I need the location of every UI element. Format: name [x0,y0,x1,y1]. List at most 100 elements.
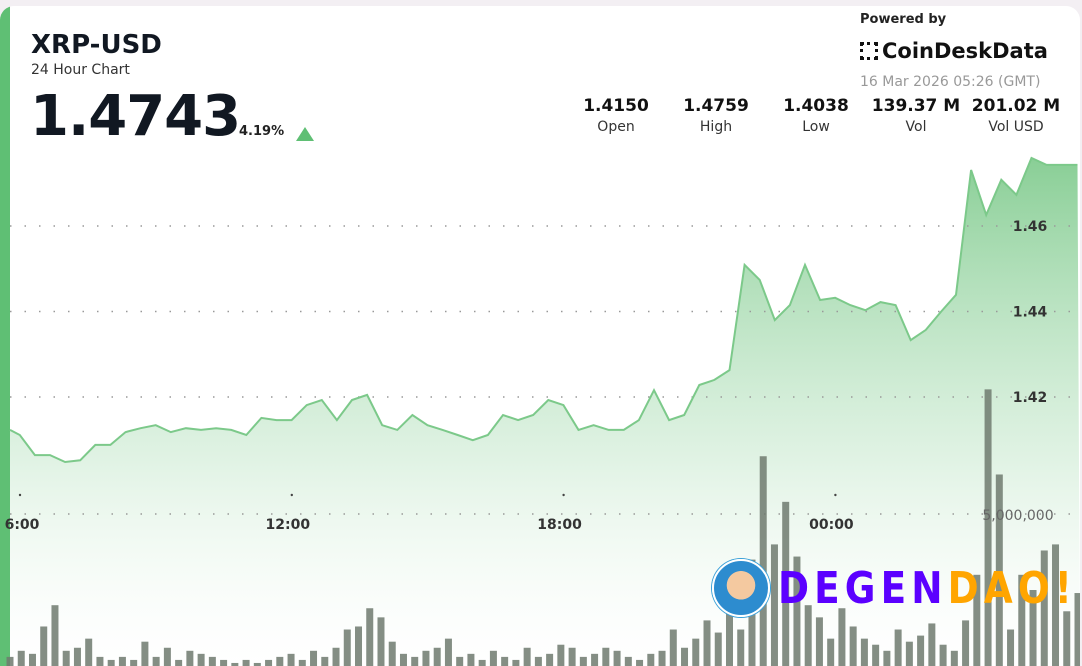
volume-bar [939,644,947,666]
x-tick-label: 18:00 [537,517,582,533]
volume-bar [928,623,936,666]
volume-bar [591,653,599,666]
volume-bar [456,656,464,666]
volume-bar [489,650,497,666]
volume-bar [152,656,160,666]
accent-stripe [0,6,10,666]
stat-value: 139.37 M [871,96,961,116]
volume-bar [1007,629,1015,666]
stat-label: High [699,119,733,135]
x-tick-mark [562,493,565,497]
volume-bar [478,659,486,666]
volume-bar [838,608,846,666]
volume-bar [265,659,273,666]
stat-label: Vol [905,119,927,135]
stat-value: 1.4759 [683,96,749,116]
volume-bar [186,650,194,666]
volume-bar [725,611,733,666]
volume-bar [377,617,385,666]
volume-bar [804,605,812,666]
volume-bar [388,641,396,666]
volume-bar [872,644,880,666]
volume-bar [962,620,970,666]
y-tick-label: 1.46 [1013,219,1048,235]
volume-bar [602,647,610,666]
volume-bar [624,656,632,666]
x-tick-mark [290,493,293,497]
volume-bar [231,662,239,666]
up-arrow-icon [296,127,314,141]
volume-bar [669,629,677,666]
y-tick-label: 1.42 [1013,390,1048,406]
volume-bar [163,647,171,666]
stat-value: 1.4150 [583,96,649,116]
price-line [9,156,1078,464]
stat-high: 1.4759 High [666,96,766,135]
powered-by: Powered by [860,12,947,27]
volume-bar [253,662,261,666]
volume-bar [523,647,531,666]
volume-bar [512,659,520,666]
volume-bar [759,456,767,666]
volume-bar [310,650,318,666]
volume-bar [737,629,745,666]
volume-bar [973,574,981,666]
x-tick-mark [18,493,22,497]
volume-bar [568,647,576,666]
watermark-text-a: DEGEN [778,562,948,614]
volume-bar [557,644,565,666]
volume-bar [208,656,216,666]
volume-bar [96,656,104,666]
volume-bar [883,650,891,666]
volume-bar [917,635,925,666]
chart-card: 1.42 1.44 1.46 5,000,000 6:00 12:00 18:00 00:00… [0,6,1080,666]
volume-bar [681,647,689,666]
watermark-text-b: DAO! [947,562,1077,614]
price-area [10,158,1080,666]
volume-bar [40,626,48,666]
volume-bar [28,653,36,666]
x-tick-label: 12:00 [266,517,311,533]
volume-bar [220,659,228,666]
volume-bar [692,638,700,666]
x-tick-label: 6:00 [5,517,40,533]
volume-bar [1018,574,1026,666]
coindesk-mark-icon [860,42,878,60]
stat-low: 1.4038 Low [766,96,866,135]
y-tick-label: 1.44 [1013,305,1048,321]
volume-bar [793,556,801,666]
stat-label: Open [597,119,635,135]
volume-bar [647,653,655,666]
volume-bar [130,659,138,666]
volume-bar [827,638,835,666]
watermark: DEGENDAO! [712,559,1080,617]
volume-bar [17,650,25,666]
volume-bar [534,656,542,666]
x-tick-mark [834,493,837,497]
volume-bar [984,389,992,666]
volume-bar [950,650,958,666]
volume-bar [467,653,475,666]
volume-bar [118,656,126,666]
volume-bar [1052,544,1060,666]
volume-bar [1074,593,1080,666]
volume-bar [714,632,722,666]
volume-bar [62,650,70,666]
volume-bar [321,656,329,666]
volume-bar [141,641,149,666]
current-price: 1.4743 [30,84,241,149]
volume-bar [1029,590,1037,666]
volume-bar [332,647,340,666]
stat-open: 1.4150 Open [566,96,666,135]
volume-bar [703,620,711,666]
stat-value: 1.4038 [783,96,849,116]
chart-subtitle: 24 Hour Chart [31,62,130,78]
volume-bar [73,647,81,666]
volume-bar [242,659,250,666]
volume-bar [636,659,644,666]
stat-label: Low [802,119,830,135]
coindesk-logo: CoinDeskData [860,39,1048,63]
volume-bar [658,650,666,666]
stat-label: Vol USD [988,119,1044,135]
x-tick-label: 00:00 [809,517,854,533]
